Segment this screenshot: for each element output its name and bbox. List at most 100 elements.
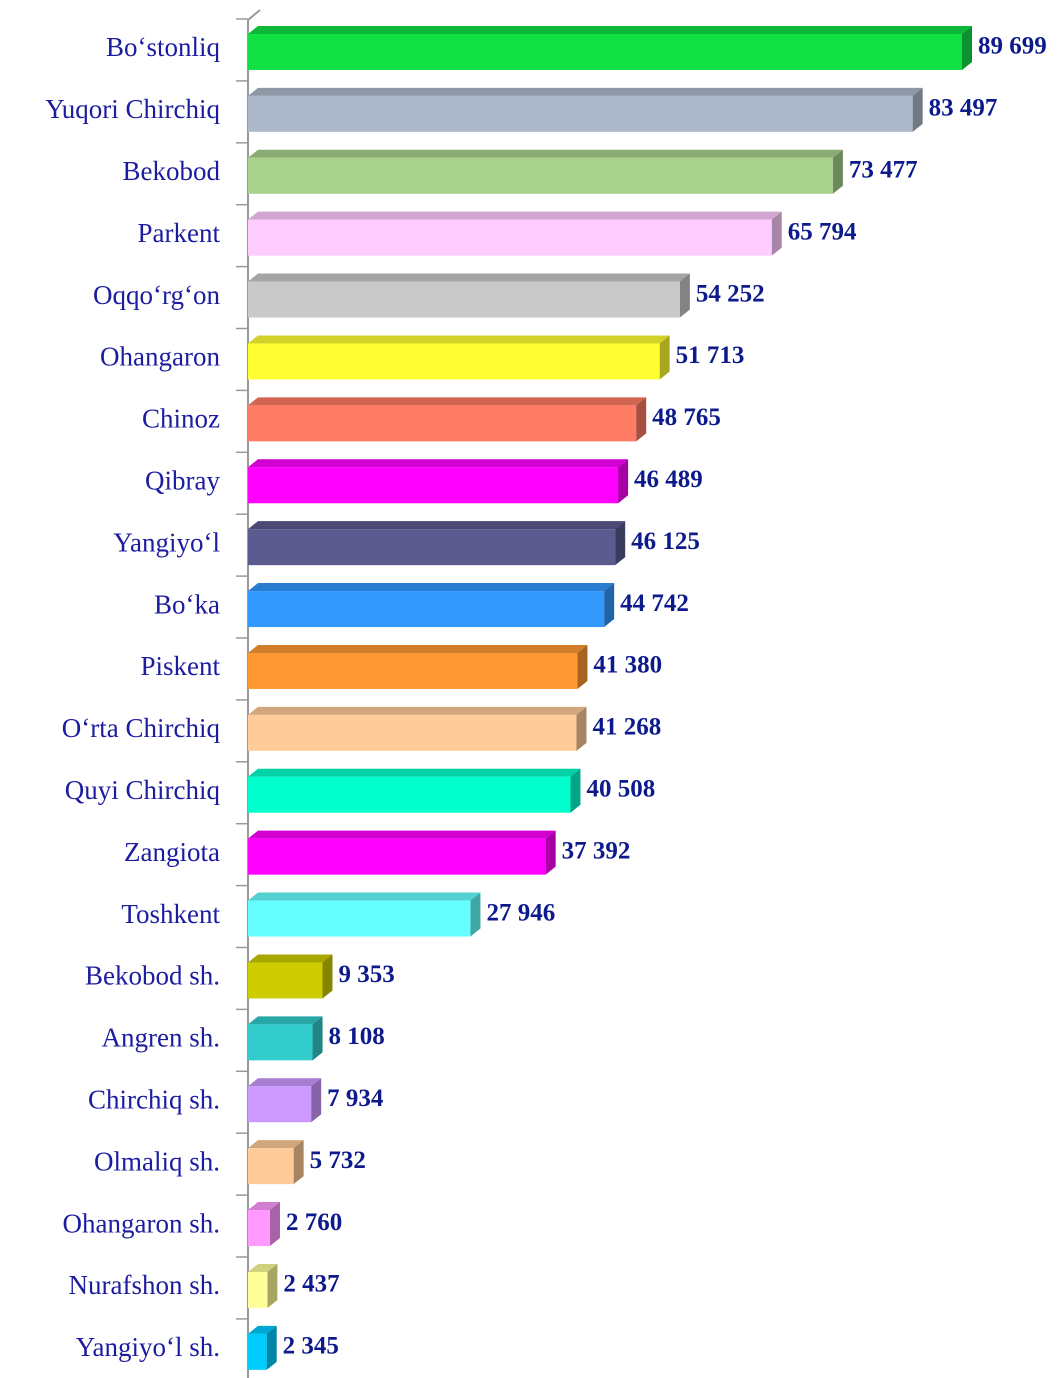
- bar: [248, 281, 680, 318]
- bar: [248, 405, 637, 442]
- bar: [248, 900, 471, 937]
- category-label: Yangiyo‘l sh.: [76, 1332, 220, 1362]
- bar-side: [771, 211, 782, 256]
- bar: [248, 838, 546, 875]
- category-label: Zangiota: [124, 837, 220, 867]
- bar-side-shade: [267, 1263, 278, 1308]
- bar-top-shade: [248, 830, 556, 839]
- bar-side-shade: [636, 397, 647, 442]
- data-label: 46 125: [631, 528, 700, 555]
- bar-top-shade: [248, 892, 481, 901]
- category-label: Nurafshon sh.: [69, 1270, 220, 1300]
- bar-top-shade: [248, 1202, 280, 1211]
- bar-side: [312, 1016, 323, 1061]
- bar-top: [248, 706, 587, 715]
- bar-side-shade: [312, 1016, 323, 1061]
- bar-side: [912, 87, 923, 132]
- category-label: Chinoz: [142, 404, 220, 434]
- bar-top: [248, 583, 615, 592]
- category-label: Bekobod: [123, 156, 221, 186]
- bar-top-shade: [248, 583, 615, 592]
- bar: [248, 343, 660, 380]
- bar-top: [248, 1263, 278, 1272]
- data-label: 54 252: [696, 280, 765, 307]
- data-label: 46 489: [634, 466, 703, 493]
- category-label: Bo‘ka: [154, 589, 220, 619]
- axis-depth: [247, 9, 261, 21]
- bar-top: [248, 273, 690, 282]
- bar-side: [266, 1325, 277, 1370]
- category-label: Yangiyo‘l: [113, 527, 220, 557]
- bar: [248, 1148, 294, 1185]
- bar-top: [248, 1325, 277, 1334]
- category-label: Olmaliq sh.: [94, 1146, 220, 1176]
- data-label: 41 380: [593, 652, 662, 679]
- bar-side-shade: [322, 954, 333, 999]
- bar-side-shade: [912, 87, 923, 132]
- data-label: 51 713: [676, 342, 745, 369]
- bar-top-shade: [248, 1263, 278, 1272]
- bar-top-shade: [248, 521, 626, 530]
- data-label: 83 497: [929, 95, 998, 122]
- bar-top-shade: [248, 954, 333, 963]
- bar-side: [659, 335, 670, 380]
- bar-side: [576, 706, 587, 751]
- data-label: 48 765: [652, 404, 721, 431]
- category-label: Parkent: [138, 218, 221, 248]
- bar-top-shade: [248, 644, 588, 653]
- category-label: Chirchiq sh.: [88, 1084, 220, 1114]
- bar-top: [248, 644, 588, 653]
- bar-side: [577, 644, 588, 689]
- bar-side-shade: [266, 1325, 277, 1370]
- bar-side: [679, 273, 690, 318]
- bar-top-shade: [248, 397, 647, 406]
- bar-top: [248, 211, 782, 220]
- bar-side-shade: [771, 211, 782, 256]
- bar-top: [248, 87, 923, 96]
- data-label: 44 742: [620, 590, 689, 617]
- category-label: Ohangaron: [100, 342, 220, 372]
- data-label: 5 732: [310, 1147, 366, 1174]
- category-label: Bo‘stonliq: [106, 32, 221, 62]
- bar-side-shade: [576, 706, 587, 751]
- bar-side-shade: [470, 892, 481, 937]
- data-label: 73 477: [849, 156, 918, 183]
- bar: [248, 1271, 268, 1308]
- bar-side: [615, 521, 626, 566]
- data-label: 37 392: [562, 837, 631, 864]
- bar-top-shade: [248, 1016, 323, 1025]
- bar-side-shade: [269, 1202, 280, 1247]
- bar: [248, 591, 605, 628]
- bar-side-shade: [604, 583, 615, 628]
- bar: [248, 157, 833, 194]
- bar: [248, 33, 962, 70]
- bar-side-shade: [615, 521, 626, 566]
- bar-side-shade: [577, 644, 588, 689]
- bar: [248, 1086, 312, 1123]
- data-label: 65 794: [788, 218, 857, 245]
- data-label: 9 353: [338, 961, 394, 988]
- bar-top: [248, 1202, 280, 1211]
- bar-side-shade: [293, 1140, 304, 1185]
- category-label: Toshkent: [121, 899, 220, 929]
- bar-top: [248, 335, 670, 344]
- category-label: Ohangaron sh.: [63, 1208, 220, 1238]
- bar-top: [248, 892, 481, 901]
- bar-top: [248, 830, 556, 839]
- bar-side: [269, 1202, 280, 1247]
- bar: [248, 529, 616, 566]
- data-label: 2 437: [283, 1271, 339, 1298]
- data-label: 2 760: [286, 1209, 342, 1236]
- category-label: Bekobod sh.: [85, 961, 220, 991]
- bar-side-shade: [679, 273, 690, 318]
- bar-top-shade: [248, 1078, 322, 1087]
- category-label: Quyi Chirchiq: [65, 775, 221, 805]
- category-label: Oqqo‘rg‘on: [93, 280, 220, 310]
- bar: [248, 714, 577, 751]
- bar-side: [618, 459, 629, 504]
- bar-top-shade: [248, 211, 782, 220]
- bar-top: [248, 459, 629, 468]
- bar-top-shade: [248, 87, 923, 96]
- bar-top: [248, 521, 626, 530]
